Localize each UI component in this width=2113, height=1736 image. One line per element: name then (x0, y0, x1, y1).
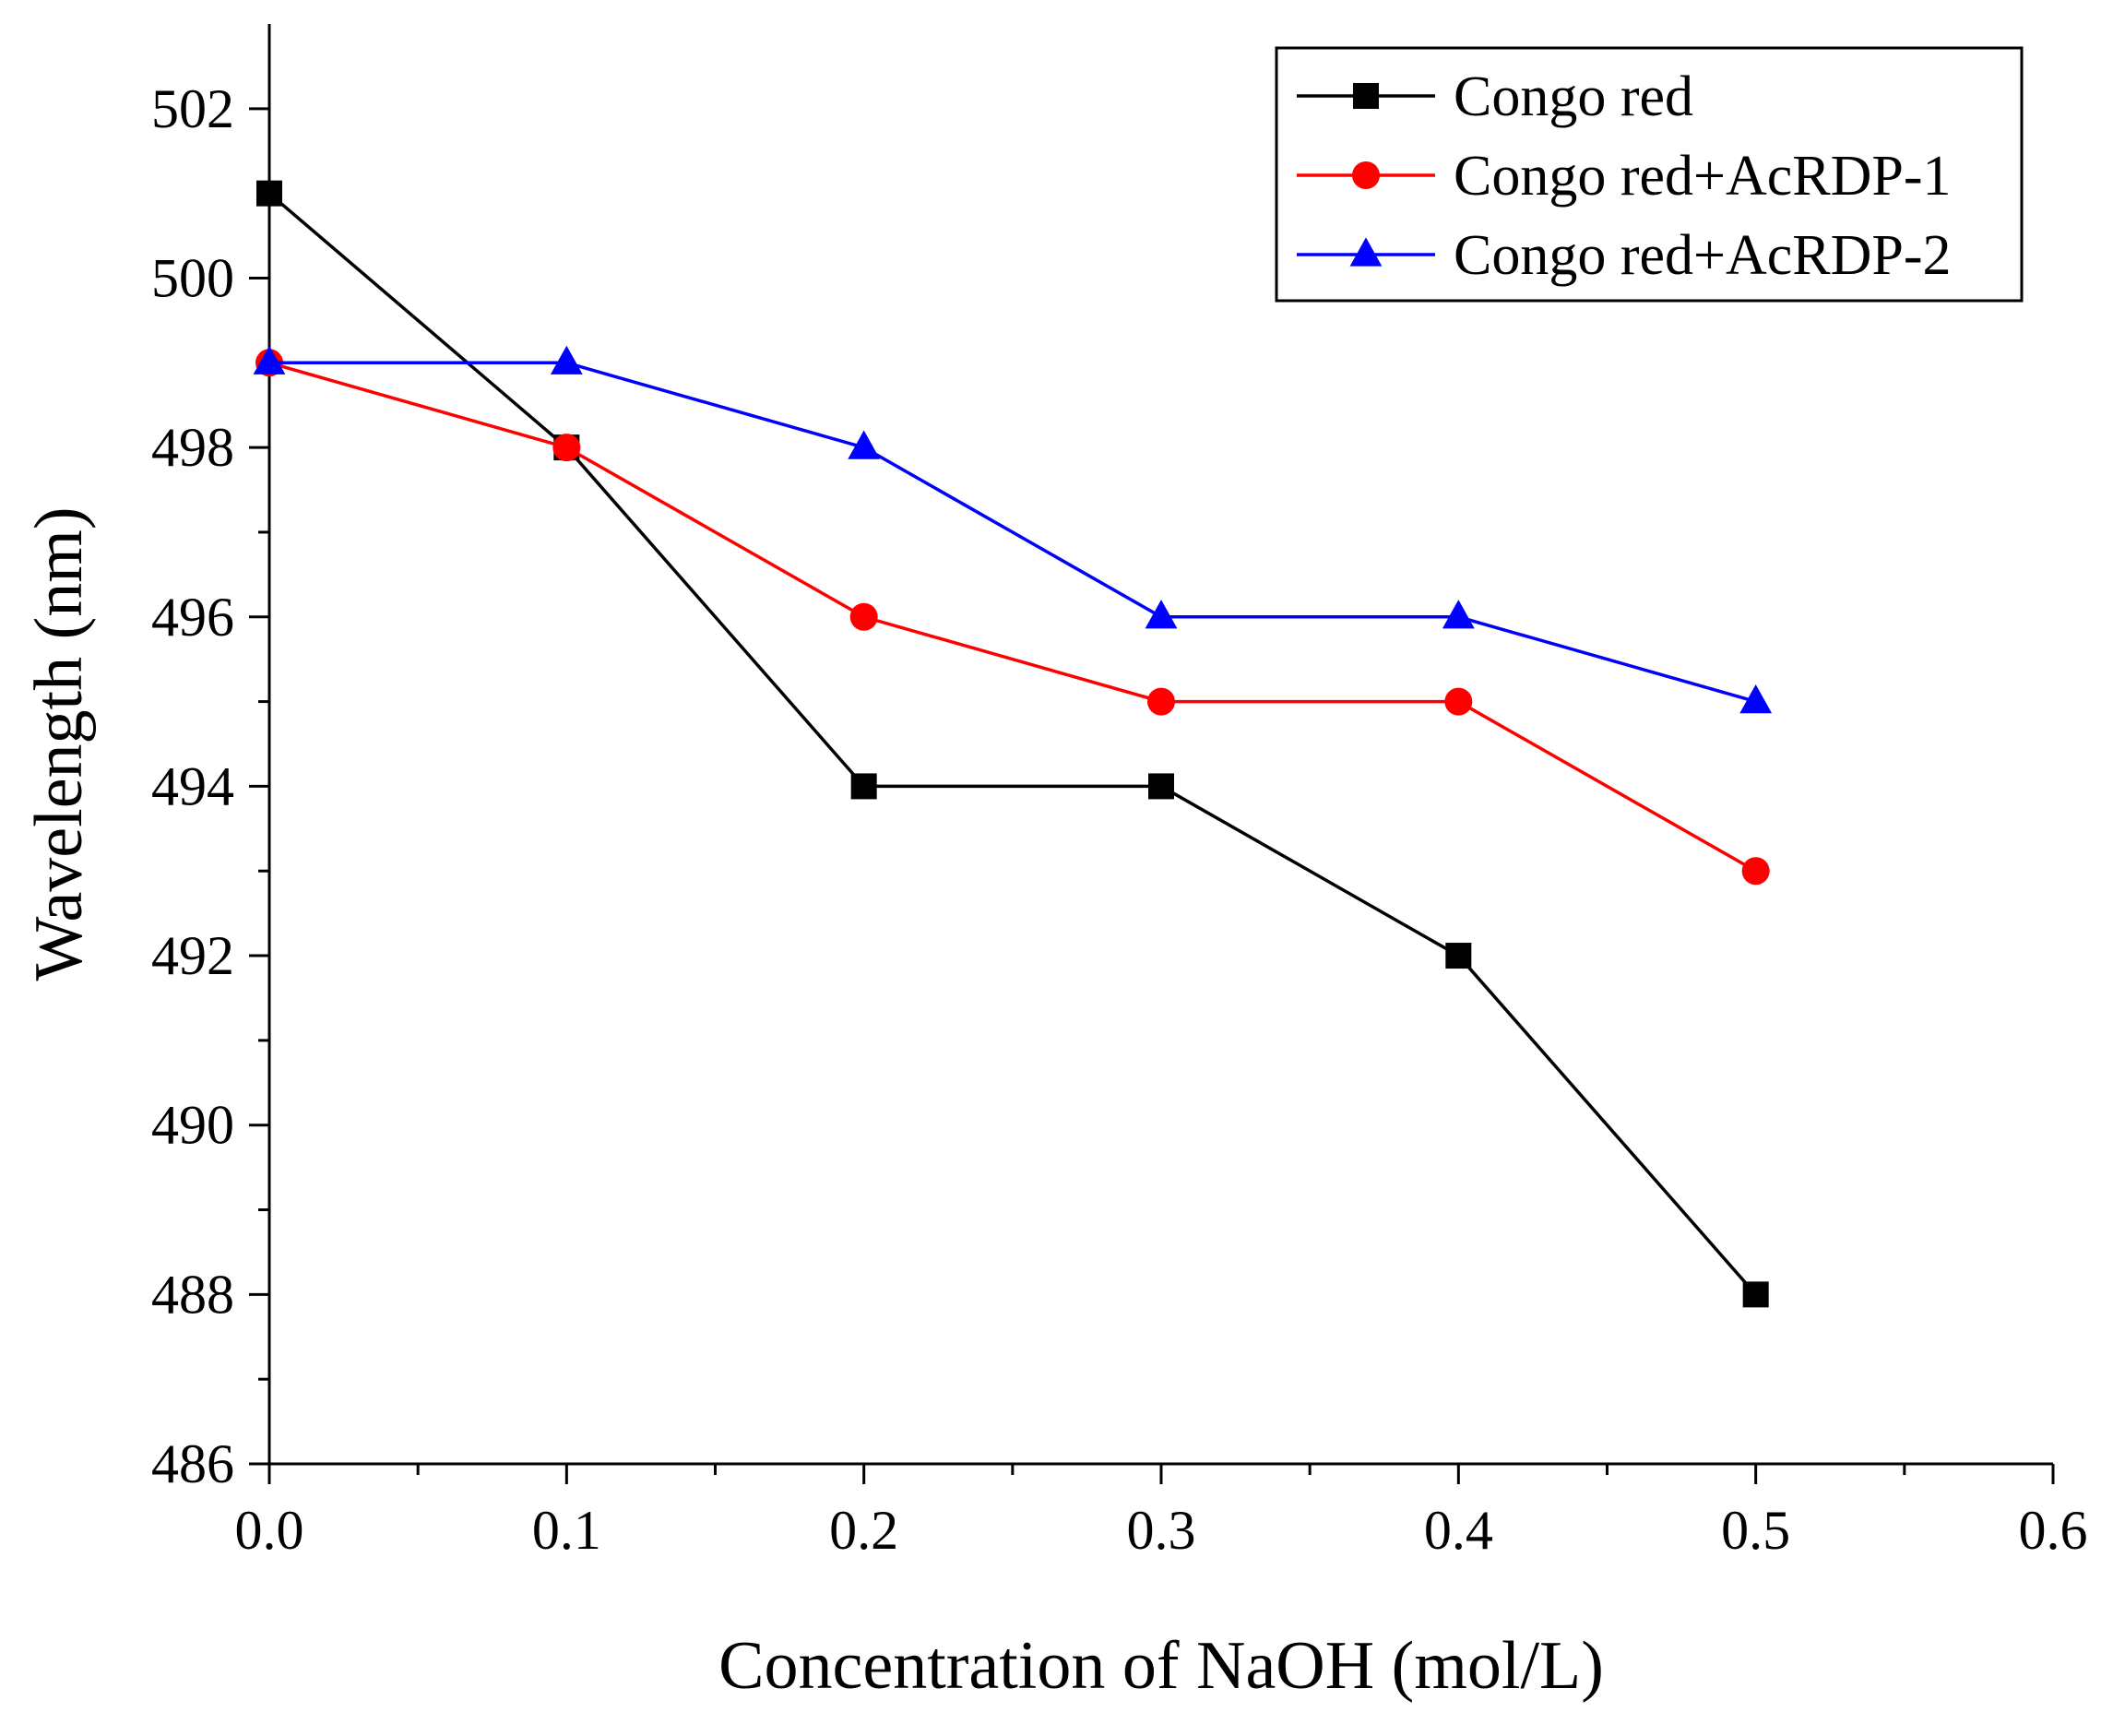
legend-marker (1353, 83, 1379, 109)
series-line (269, 361, 1757, 704)
series-congo-red-acrdp-2 (253, 345, 1773, 714)
data-point (1147, 687, 1175, 716)
data-point (1444, 687, 1473, 716)
data-point (550, 345, 583, 375)
legend-item: Congo red+AcRDP-2 (1297, 224, 1952, 287)
series-congo-red (256, 180, 1769, 1308)
data-point (1739, 684, 1773, 714)
x-tick-label: 0.3 (1127, 1500, 1196, 1561)
x-tick-label: 0.1 (532, 1500, 601, 1561)
series-layer (253, 180, 1773, 1308)
y-tick-label: 490 (151, 1095, 234, 1156)
data-point (552, 434, 581, 462)
legend: Congo red Congo red+AcRDP-1 Congo red+AcRD… (1275, 46, 2024, 303)
data-point (1742, 1281, 1769, 1308)
series-line (267, 192, 1757, 1296)
data-point (849, 602, 878, 631)
y-tick-label: 496 (151, 587, 234, 648)
legend-item: Congo red (1297, 65, 1693, 128)
x-axis-title: Concentration of NaOH (mol/L) (718, 1628, 1604, 1704)
x-tick-label: 0.4 (1424, 1500, 1493, 1561)
legend-item: Congo red+AcRDP-1 (1297, 145, 1952, 208)
data-point (1741, 857, 1770, 886)
y-tick-label: 498 (151, 417, 234, 478)
data-point (1442, 600, 1475, 629)
x-tick-label: 0.0 (235, 1500, 304, 1561)
x-tick-label: 0.5 (1721, 1500, 1790, 1561)
y-tick-label: 500 (151, 247, 234, 308)
legend-label: Congo red+AcRDP-2 (1454, 224, 1952, 287)
data-point (253, 345, 286, 375)
x-tick-label: 0.6 (2019, 1500, 2088, 1561)
data-point (1148, 773, 1174, 800)
y-axis-title: Wavelength (nm) (21, 507, 97, 981)
y-tick-label: 494 (151, 755, 234, 816)
y-tick-label: 486 (151, 1433, 234, 1494)
series-congo-red-acrdp-1 (255, 349, 1770, 886)
legend-marker (1349, 237, 1383, 267)
data-point (850, 773, 877, 800)
data-point (1145, 600, 1178, 629)
y-tick-label: 488 (151, 1264, 234, 1325)
legend-marker (1352, 161, 1380, 189)
axes-layer: 0.0 0.1 0.2 0.3 0.4 0.5 0.6 486 488 490 492 494 496 4… (151, 24, 2088, 1561)
data-point (1445, 943, 1472, 969)
data-point (848, 430, 881, 459)
y-tick-label: 502 (151, 78, 234, 139)
data-point (256, 180, 282, 207)
legend-label: Congo red+AcRDP-1 (1454, 145, 1952, 208)
series-line (268, 361, 1757, 873)
y-tick-label: 492 (151, 925, 234, 986)
x-tick-label: 0.2 (829, 1500, 898, 1561)
legend-label: Congo red (1454, 65, 1693, 128)
